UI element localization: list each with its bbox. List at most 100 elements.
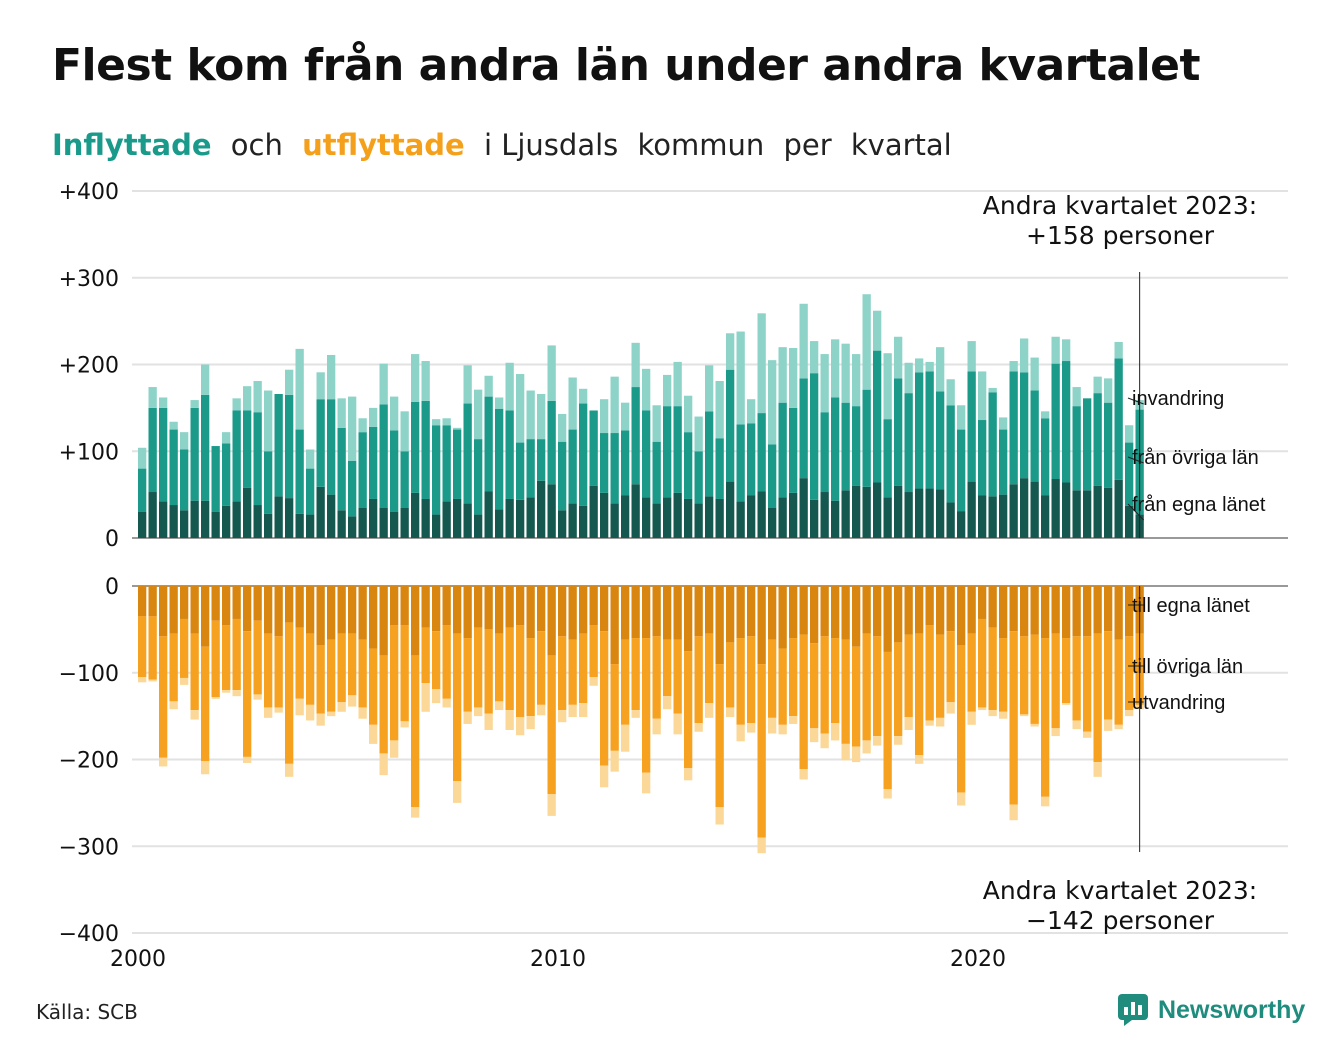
- bar-ut-egna: [694, 586, 703, 637]
- bar-ovriga: [516, 442, 525, 500]
- bar-ut-utvandring: [526, 716, 535, 730]
- bar-ovriga: [946, 405, 955, 503]
- bar-ut-egna: [432, 586, 441, 632]
- bar-ut-utvandring: [148, 679, 157, 682]
- bar-egna: [841, 490, 850, 538]
- bar-egna: [862, 486, 871, 538]
- bar-egna: [180, 510, 189, 538]
- bar-invandring: [778, 347, 787, 403]
- bar-ut-ovriga: [411, 655, 420, 808]
- bar-ut-egna: [421, 586, 430, 628]
- bar-ovriga: [400, 451, 409, 508]
- bar-ovriga: [600, 433, 609, 493]
- bar-ovriga: [264, 451, 273, 514]
- bar-ut-ovriga: [505, 627, 514, 711]
- bar-egna: [516, 499, 525, 538]
- bar-egna: [1072, 490, 1081, 538]
- bar-egna: [904, 492, 913, 538]
- bar-ut-egna: [1009, 586, 1018, 632]
- bar-invandring: [295, 348, 304, 430]
- bar-ut-ovriga: [442, 625, 451, 699]
- bar-invandring: [232, 398, 241, 411]
- bar-ovriga: [1009, 371, 1018, 485]
- bar-ut-egna: [1093, 586, 1102, 634]
- annotation-top-value: +158 personer: [1026, 221, 1215, 250]
- bar-ut-utvandring: [684, 768, 693, 781]
- bar-egna: [337, 510, 346, 538]
- bar-ut-ovriga: [1072, 636, 1081, 721]
- bar-egna: [684, 498, 693, 538]
- bar-invandring: [169, 421, 178, 430]
- bar-ut-ovriga: [915, 633, 924, 756]
- bar-egna: [610, 503, 619, 538]
- bar-ut-egna: [316, 586, 325, 645]
- bar-egna: [253, 505, 262, 538]
- bar-invandring: [148, 387, 157, 408]
- bar-ut-egna: [904, 586, 913, 635]
- bar-ut-utvandring: [852, 746, 861, 763]
- bar-ut-ovriga: [348, 633, 357, 696]
- bar-invandring: [253, 380, 262, 413]
- bar-ut-ovriga: [358, 639, 367, 708]
- bar-ovriga: [862, 389, 871, 487]
- bar-ut-utvandring: [243, 756, 252, 763]
- bar-ovriga: [526, 439, 535, 498]
- bar-ovriga: [222, 443, 231, 506]
- bar-ut-egna: [558, 586, 567, 637]
- bar-ut-utvandring: [673, 713, 682, 735]
- bar-egna: [1051, 479, 1060, 538]
- bar-ut-egna: [642, 586, 651, 639]
- bar-ut-egna: [568, 586, 577, 640]
- bar-ut-egna: [736, 586, 745, 639]
- bar-egna: [201, 500, 210, 538]
- bar-egna: [1125, 505, 1134, 538]
- bar-ovriga: [1072, 406, 1081, 491]
- bar-ut-ovriga: [799, 634, 808, 770]
- bar-ut-utvandring: [747, 723, 756, 733]
- bar-egna: [663, 497, 672, 538]
- bar-ut-utvandring: [1104, 719, 1113, 731]
- bar-invandring: [190, 400, 199, 408]
- bar-ut-egna: [768, 586, 777, 640]
- bar-ovriga: [243, 410, 252, 488]
- bar-invandring: [1072, 387, 1081, 407]
- bar-ut-utvandring: [505, 710, 514, 730]
- bar-invandring: [673, 361, 682, 407]
- bar-ut-utvandring: [190, 710, 199, 720]
- bar-ovriga: [316, 399, 325, 487]
- x-tick-label: 2010: [530, 947, 586, 972]
- bar-ut-egna: [883, 586, 892, 652]
- bar-ut-utvandring: [1030, 723, 1039, 727]
- bar-ut-utvandring: [264, 707, 273, 718]
- bar-egna: [453, 498, 462, 538]
- bar-invandring: [663, 374, 672, 407]
- bar-ut-egna: [516, 586, 525, 626]
- bar-egna: [831, 500, 840, 538]
- bar-egna: [1030, 481, 1039, 538]
- bar-ut-utvandring: [1009, 804, 1018, 821]
- source-label: Källa: SCB: [36, 1000, 138, 1024]
- bar-ut-egna: [264, 586, 273, 634]
- bar-egna: [757, 491, 766, 538]
- bar-ovriga: [201, 394, 210, 501]
- bar-invandring: [852, 354, 861, 407]
- chart-subtitle: Inflyttade och utflyttade i Ljusdals kom…: [52, 128, 962, 162]
- bar-egna: [348, 516, 357, 538]
- bar-ut-ovriga: [610, 664, 619, 751]
- bar-ut-ovriga: [684, 651, 693, 769]
- bar-ut-egna: [442, 586, 451, 626]
- bar-ovriga: [820, 412, 829, 493]
- bar-ut-egna: [190, 586, 199, 634]
- bar-ut-egna: [327, 586, 336, 640]
- bar-egna: [243, 487, 252, 539]
- bar-ut-utvandring: [411, 807, 420, 818]
- y-tick-label: +100: [59, 440, 119, 465]
- bar-ovriga: [610, 433, 619, 504]
- bar-egna: [400, 507, 409, 538]
- bar-invandring: [1125, 425, 1134, 443]
- bar-ovriga: [694, 451, 703, 504]
- bar-ovriga: [1051, 363, 1060, 480]
- bar-ut-utvandring: [925, 720, 934, 726]
- bar-ut-egna: [841, 586, 850, 640]
- bar-ut-utvandring: [831, 723, 840, 741]
